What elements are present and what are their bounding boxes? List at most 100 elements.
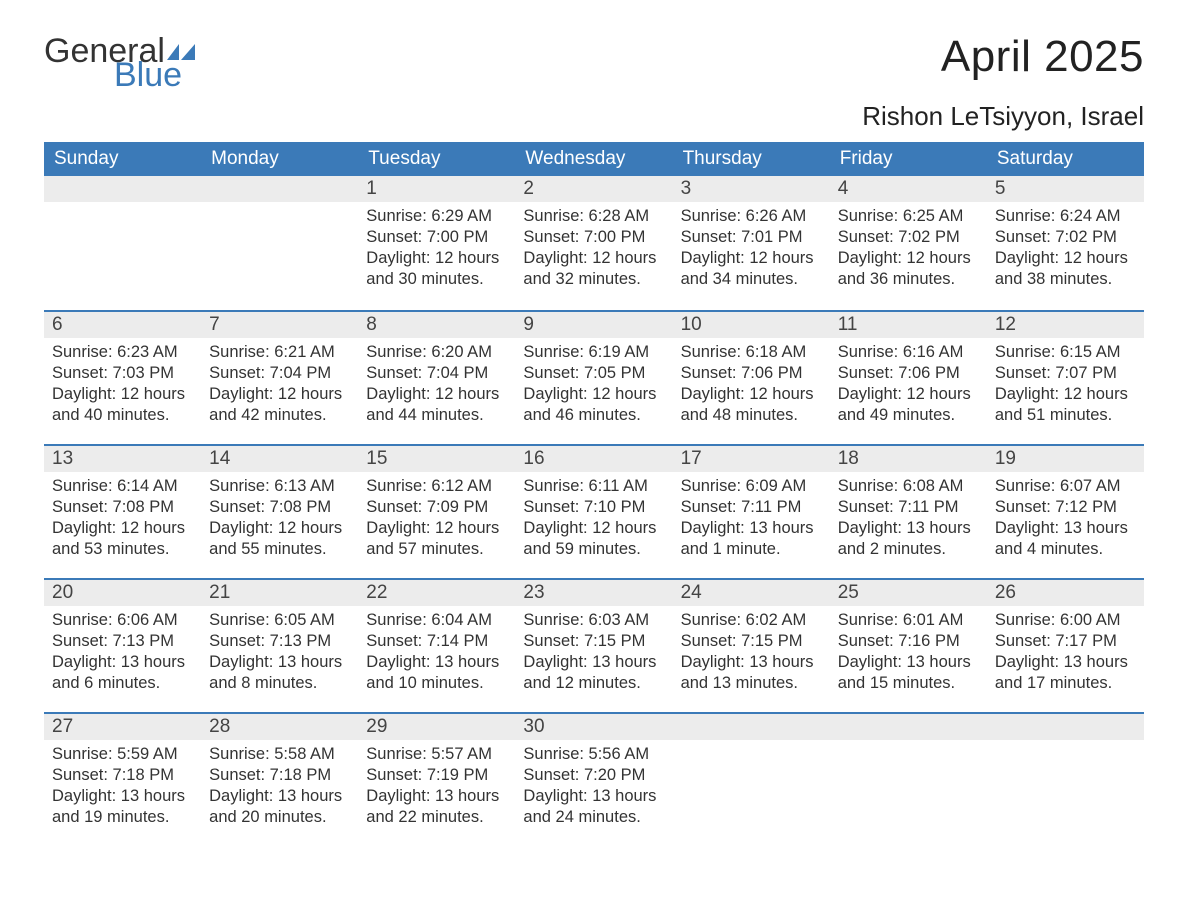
- day-details: Sunrise: 6:11 AMSunset: 7:10 PMDaylight:…: [515, 472, 672, 568]
- daylight-line: Daylight: 13 hours and 22 minutes.: [366, 786, 507, 828]
- sunset-line: Sunset: 7:16 PM: [838, 631, 979, 652]
- sunrise-line: Sunrise: 6:09 AM: [681, 476, 822, 497]
- day-number-empty: [830, 712, 987, 740]
- sunset-line: Sunset: 7:06 PM: [838, 363, 979, 384]
- sunset-line: Sunset: 7:05 PM: [523, 363, 664, 384]
- sunset-line: Sunset: 7:00 PM: [366, 227, 507, 248]
- day-number: 6: [44, 310, 201, 338]
- sunset-line: Sunset: 7:04 PM: [366, 363, 507, 384]
- daylight-line: Daylight: 13 hours and 17 minutes.: [995, 652, 1136, 694]
- day-number: 27: [44, 712, 201, 740]
- day-details: Sunrise: 6:14 AMSunset: 7:08 PMDaylight:…: [44, 472, 201, 568]
- calendar-week-row: 20Sunrise: 6:06 AMSunset: 7:13 PMDayligh…: [44, 578, 1144, 712]
- sunset-line: Sunset: 7:19 PM: [366, 765, 507, 786]
- calendar-day-cell: 8Sunrise: 6:20 AMSunset: 7:04 PMDaylight…: [358, 310, 515, 444]
- sunrise-line: Sunrise: 6:29 AM: [366, 206, 507, 227]
- day-details: Sunrise: 6:07 AMSunset: 7:12 PMDaylight:…: [987, 472, 1144, 568]
- daylight-line: Daylight: 12 hours and 55 minutes.: [209, 518, 350, 560]
- sunset-line: Sunset: 7:00 PM: [523, 227, 664, 248]
- calendar-day-cell: [673, 712, 830, 846]
- day-details: Sunrise: 6:00 AMSunset: 7:17 PMDaylight:…: [987, 606, 1144, 702]
- day-number: 14: [201, 444, 358, 472]
- day-number: 29: [358, 712, 515, 740]
- day-number-empty: [44, 176, 201, 202]
- calendar-day-cell: 28Sunrise: 5:58 AMSunset: 7:18 PMDayligh…: [201, 712, 358, 846]
- month-title: April 2025: [941, 32, 1144, 82]
- calendar-day-cell: 22Sunrise: 6:04 AMSunset: 7:14 PMDayligh…: [358, 578, 515, 712]
- day-details: Sunrise: 6:20 AMSunset: 7:04 PMDaylight:…: [358, 338, 515, 434]
- day-details: Sunrise: 6:19 AMSunset: 7:05 PMDaylight:…: [515, 338, 672, 434]
- calendar-day-cell: 17Sunrise: 6:09 AMSunset: 7:11 PMDayligh…: [673, 444, 830, 578]
- calendar-day-cell: 14Sunrise: 6:13 AMSunset: 7:08 PMDayligh…: [201, 444, 358, 578]
- sunrise-line: Sunrise: 6:18 AM: [681, 342, 822, 363]
- day-details: Sunrise: 6:25 AMSunset: 7:02 PMDaylight:…: [830, 202, 987, 298]
- daylight-line: Daylight: 13 hours and 13 minutes.: [681, 652, 822, 694]
- sunset-line: Sunset: 7:15 PM: [523, 631, 664, 652]
- sunrise-line: Sunrise: 6:25 AM: [838, 206, 979, 227]
- day-details: Sunrise: 6:16 AMSunset: 7:06 PMDaylight:…: [830, 338, 987, 434]
- day-number: 19: [987, 444, 1144, 472]
- sunrise-line: Sunrise: 6:06 AM: [52, 610, 193, 631]
- sunset-line: Sunset: 7:18 PM: [209, 765, 350, 786]
- day-number-empty: [673, 712, 830, 740]
- logo-text-blue: Blue: [114, 56, 182, 95]
- calendar-day-cell: 23Sunrise: 6:03 AMSunset: 7:15 PMDayligh…: [515, 578, 672, 712]
- day-details: Sunrise: 6:01 AMSunset: 7:16 PMDaylight:…: [830, 606, 987, 702]
- sunrise-line: Sunrise: 5:58 AM: [209, 744, 350, 765]
- day-number: 13: [44, 444, 201, 472]
- daylight-line: Daylight: 12 hours and 42 minutes.: [209, 384, 350, 426]
- sunset-line: Sunset: 7:18 PM: [52, 765, 193, 786]
- daylight-line: Daylight: 12 hours and 44 minutes.: [366, 384, 507, 426]
- weekday-header: Monday: [201, 142, 358, 176]
- daylight-line: Daylight: 13 hours and 19 minutes.: [52, 786, 193, 828]
- day-details: Sunrise: 6:04 AMSunset: 7:14 PMDaylight:…: [358, 606, 515, 702]
- sunrise-line: Sunrise: 6:19 AM: [523, 342, 664, 363]
- day-details: Sunrise: 6:08 AMSunset: 7:11 PMDaylight:…: [830, 472, 987, 568]
- sunset-line: Sunset: 7:08 PM: [209, 497, 350, 518]
- daylight-line: Daylight: 12 hours and 34 minutes.: [681, 248, 822, 290]
- weekday-header: Thursday: [673, 142, 830, 176]
- day-number: 21: [201, 578, 358, 606]
- calendar-day-cell: 20Sunrise: 6:06 AMSunset: 7:13 PMDayligh…: [44, 578, 201, 712]
- sunrise-line: Sunrise: 6:05 AM: [209, 610, 350, 631]
- daylight-line: Daylight: 13 hours and 24 minutes.: [523, 786, 664, 828]
- day-details: Sunrise: 6:06 AMSunset: 7:13 PMDaylight:…: [44, 606, 201, 702]
- day-number: 1: [358, 176, 515, 202]
- daylight-line: Daylight: 13 hours and 15 minutes.: [838, 652, 979, 694]
- day-number: 25: [830, 578, 987, 606]
- sunrise-line: Sunrise: 6:03 AM: [523, 610, 664, 631]
- calendar-table: SundayMondayTuesdayWednesdayThursdayFrid…: [44, 142, 1144, 846]
- sunrise-line: Sunrise: 6:21 AM: [209, 342, 350, 363]
- calendar-day-cell: 27Sunrise: 5:59 AMSunset: 7:18 PMDayligh…: [44, 712, 201, 846]
- day-number: 23: [515, 578, 672, 606]
- day-details: Sunrise: 6:03 AMSunset: 7:15 PMDaylight:…: [515, 606, 672, 702]
- day-number: 30: [515, 712, 672, 740]
- sunset-line: Sunset: 7:02 PM: [838, 227, 979, 248]
- day-details: Sunrise: 6:21 AMSunset: 7:04 PMDaylight:…: [201, 338, 358, 434]
- day-number: 8: [358, 310, 515, 338]
- day-number: 12: [987, 310, 1144, 338]
- daylight-line: Daylight: 12 hours and 59 minutes.: [523, 518, 664, 560]
- sunrise-line: Sunrise: 6:07 AM: [995, 476, 1136, 497]
- sunrise-line: Sunrise: 6:12 AM: [366, 476, 507, 497]
- day-details: Sunrise: 6:29 AMSunset: 7:00 PMDaylight:…: [358, 202, 515, 298]
- weekday-header: Sunday: [44, 142, 201, 176]
- sunrise-line: Sunrise: 5:57 AM: [366, 744, 507, 765]
- day-number: 18: [830, 444, 987, 472]
- calendar-day-cell: 19Sunrise: 6:07 AMSunset: 7:12 PMDayligh…: [987, 444, 1144, 578]
- calendar-week-row: 27Sunrise: 5:59 AMSunset: 7:18 PMDayligh…: [44, 712, 1144, 846]
- day-details: Sunrise: 6:15 AMSunset: 7:07 PMDaylight:…: [987, 338, 1144, 434]
- daylight-line: Daylight: 12 hours and 48 minutes.: [681, 384, 822, 426]
- daylight-line: Daylight: 12 hours and 49 minutes.: [838, 384, 979, 426]
- sunrise-line: Sunrise: 6:02 AM: [681, 610, 822, 631]
- sunset-line: Sunset: 7:10 PM: [523, 497, 664, 518]
- calendar-day-cell: 15Sunrise: 6:12 AMSunset: 7:09 PMDayligh…: [358, 444, 515, 578]
- sunset-line: Sunset: 7:20 PM: [523, 765, 664, 786]
- sunset-line: Sunset: 7:17 PM: [995, 631, 1136, 652]
- sunrise-line: Sunrise: 5:56 AM: [523, 744, 664, 765]
- day-details: Sunrise: 5:56 AMSunset: 7:20 PMDaylight:…: [515, 740, 672, 836]
- calendar-day-cell: 2Sunrise: 6:28 AMSunset: 7:00 PMDaylight…: [515, 176, 672, 310]
- daylight-line: Daylight: 13 hours and 20 minutes.: [209, 786, 350, 828]
- daylight-line: Daylight: 13 hours and 6 minutes.: [52, 652, 193, 694]
- sunrise-line: Sunrise: 6:11 AM: [523, 476, 664, 497]
